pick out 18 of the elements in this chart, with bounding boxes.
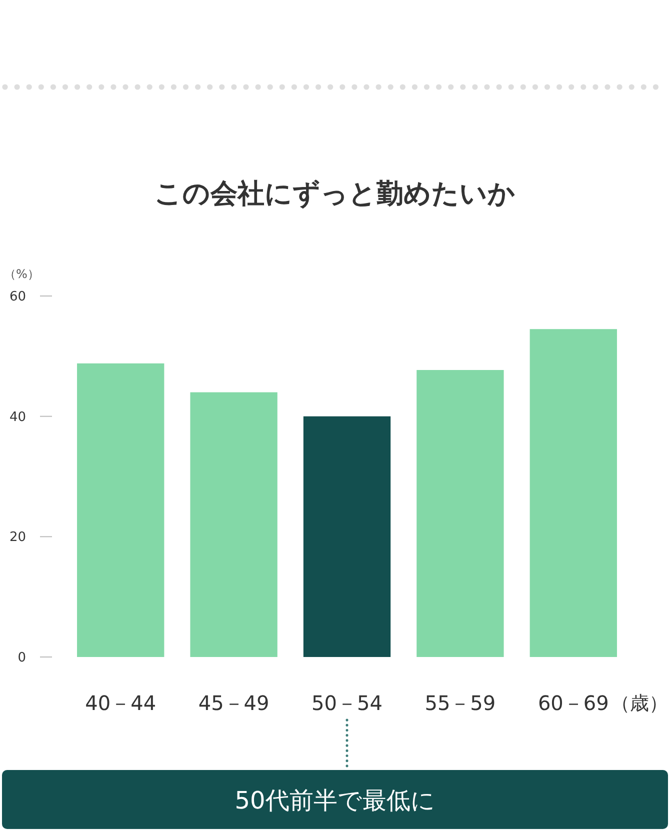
bar [303,416,391,657]
x-tick-label: 60－69 [538,691,609,715]
x-tick-label: 45－49 [198,691,270,715]
chart-title: この会社にずっと勤めたいか [154,178,516,210]
bar [416,370,504,657]
bar [190,392,278,657]
y-tick-label: 60 [9,290,26,305]
y-tick-label: 20 [9,530,26,546]
bar [530,329,617,657]
annotation: 50代前半で最低に [234,786,436,814]
x-axis-title: （歳） [611,692,668,715]
bar [77,363,164,657]
y-axis-title: （%） [4,267,40,282]
y-tick-label: 40 [9,410,26,425]
x-tick-label: 55－59 [424,691,496,715]
y-tick-label: 0 [18,650,26,666]
x-tick-label: 40－44 [85,691,156,715]
x-tick-label: 50－54 [312,691,382,715]
